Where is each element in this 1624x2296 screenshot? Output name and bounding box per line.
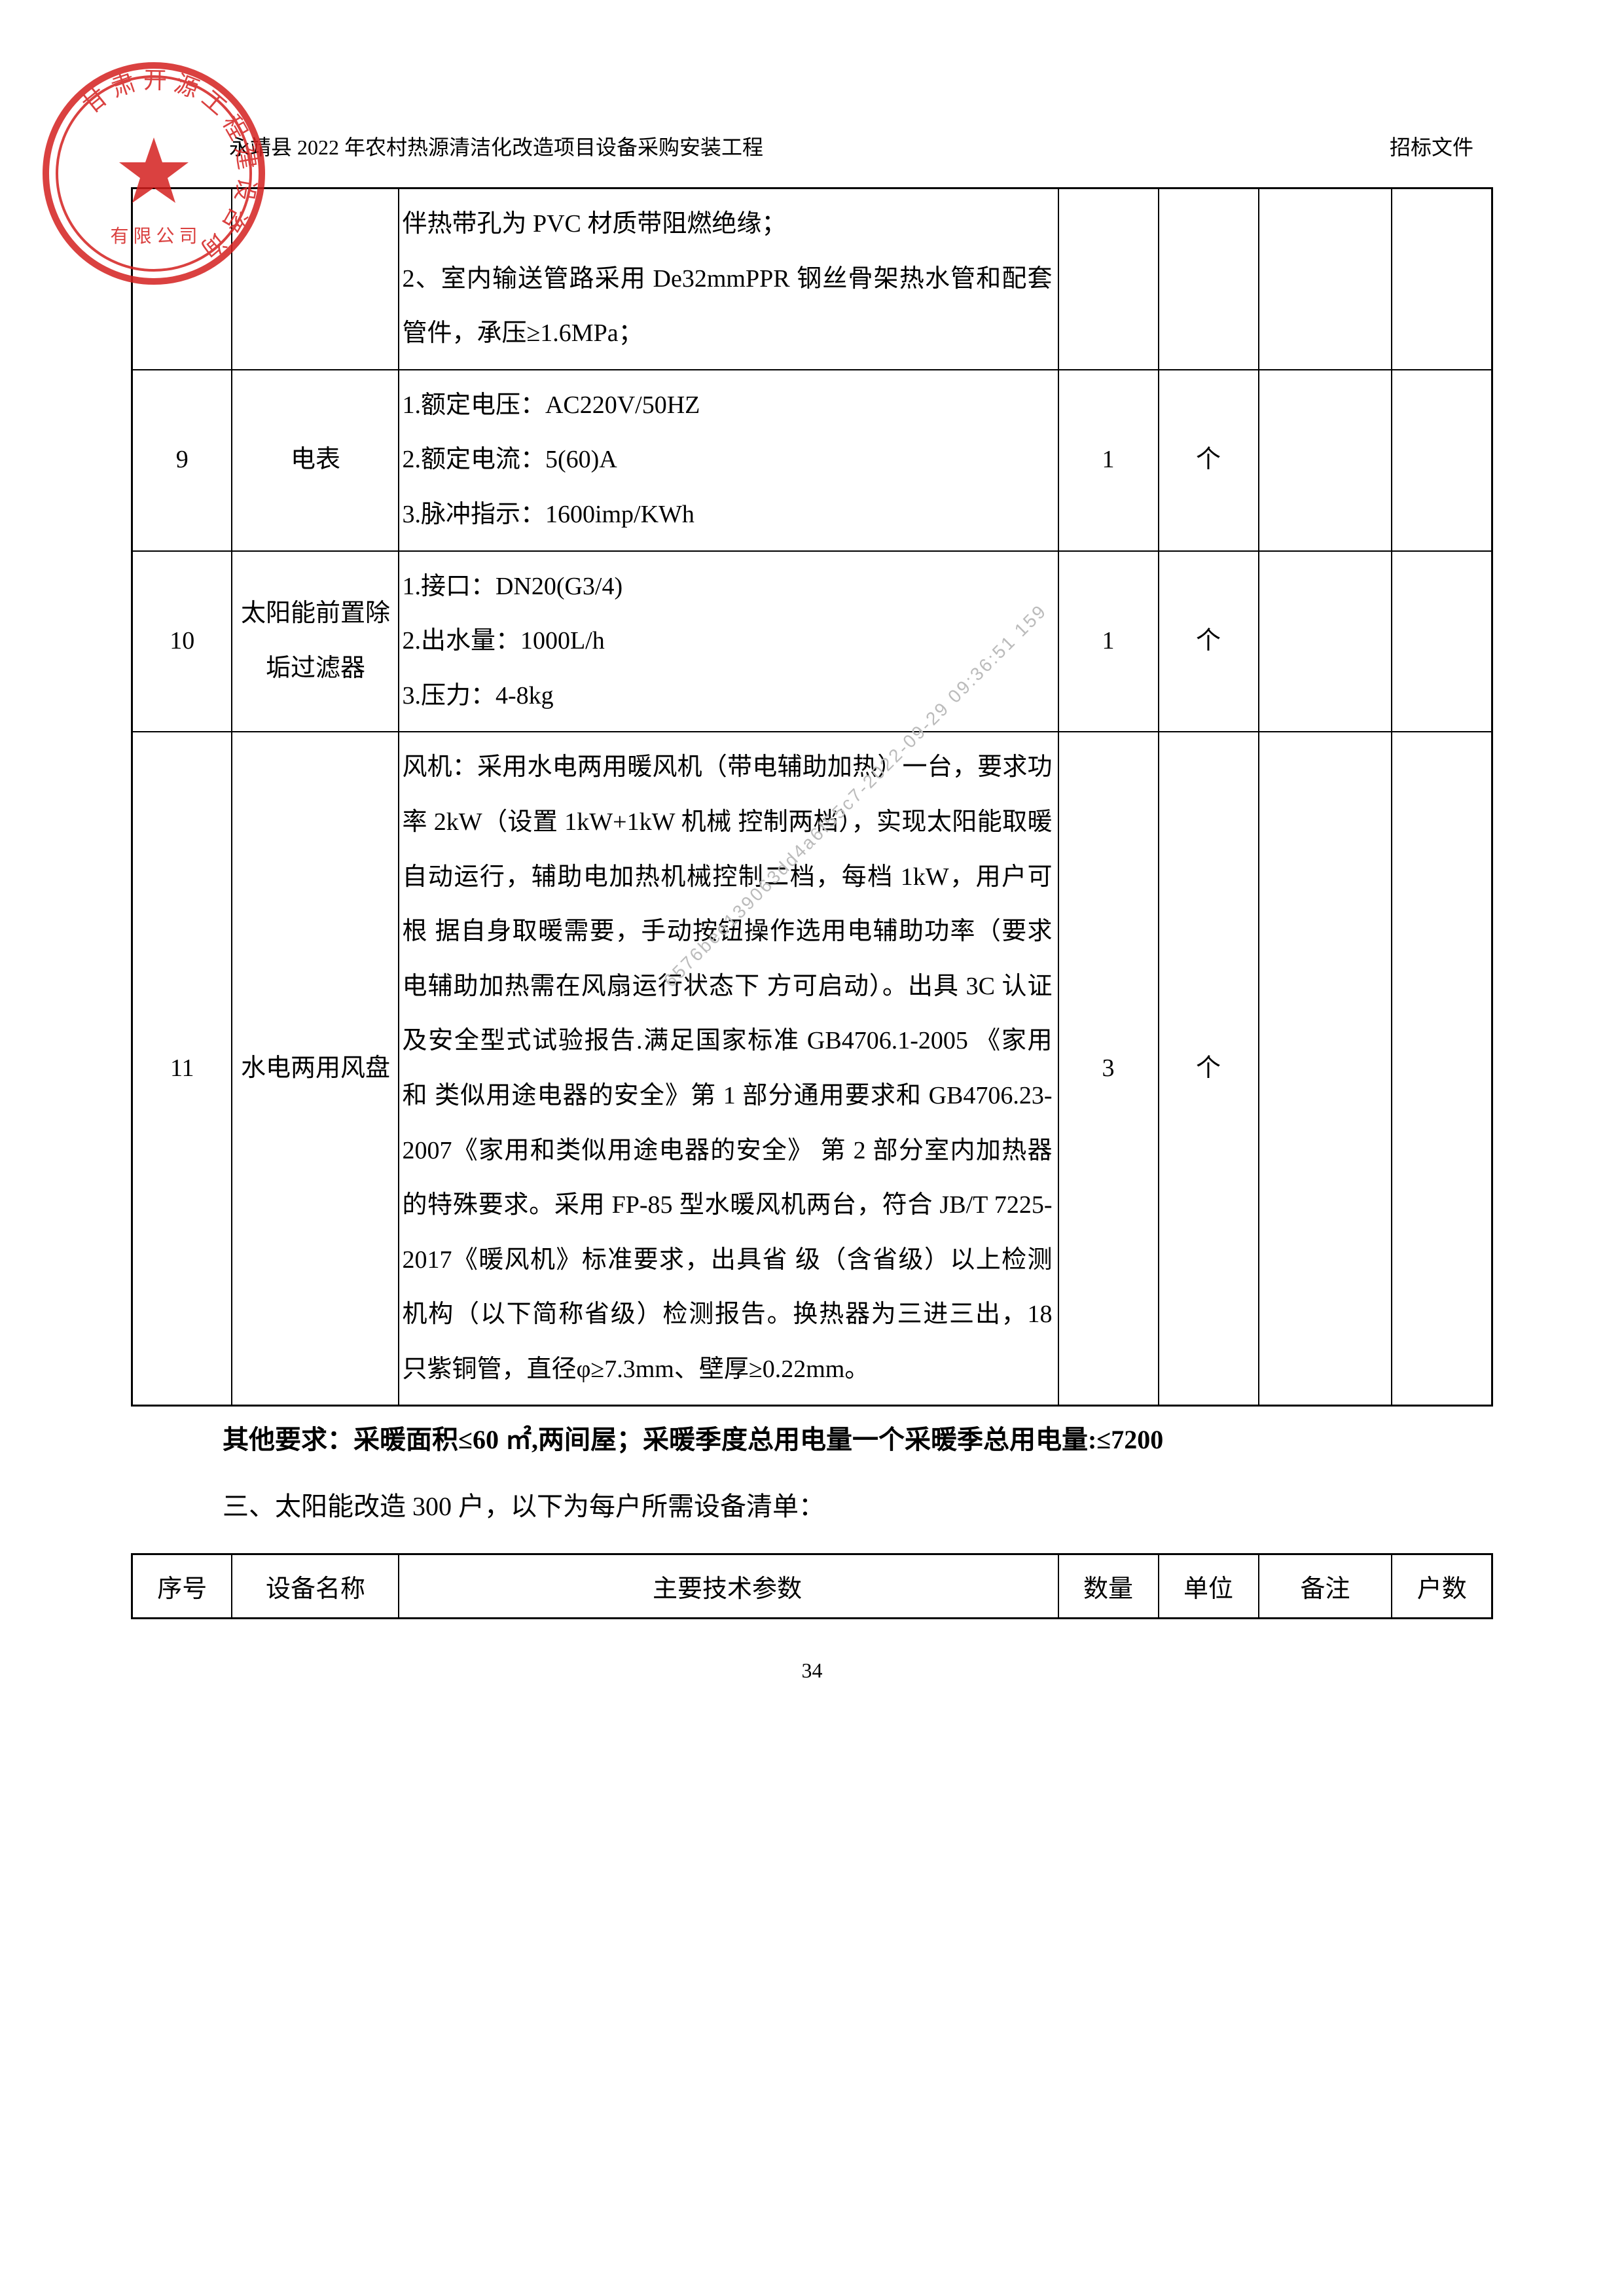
header-seq: 序号 bbox=[132, 1554, 232, 1619]
table-header-row: 序号 设备名称 主要技术参数 数量 单位 备注 户数 bbox=[132, 1554, 1492, 1619]
table-row: 10 太阳能前置除垢过滤器 1.接口：DN20(G3/4) 2.出水量：1000… bbox=[132, 551, 1492, 732]
equipment-table-1: 伴热带孔为 PVC 材质带阻燃绝缘； 2、室内输送管路采用 De32mmPPR … bbox=[131, 187, 1493, 1407]
cell-spec: 伴热带孔为 PVC 材质带阻燃绝缘； 2、室内输送管路采用 De32mmPPR … bbox=[399, 188, 1058, 370]
cell-remark bbox=[1259, 188, 1392, 370]
official-seal: 甘 肃 开 源 工 程 建 设 咨 询 有 限 公 司 bbox=[39, 59, 268, 288]
cell-house bbox=[1392, 370, 1492, 551]
cell-remark bbox=[1259, 732, 1392, 1406]
section-title: 三、太阳能改造 300 户，以下为每户所需设备清单： bbox=[131, 1473, 1493, 1540]
cell-unit: 个 bbox=[1159, 732, 1259, 1406]
cell-seq: 10 bbox=[132, 551, 232, 732]
page-header: 永靖县 2022 年农村热源清洁化改造项目设备采购安装工程 招标文件 bbox=[131, 131, 1493, 161]
cell-remark bbox=[1259, 551, 1392, 732]
table-row: 9 电表 1.额定电压：AC220V/50HZ 2.额定电流：5(60)A 3.… bbox=[132, 370, 1492, 551]
other-requirements: 其他要求：采暖面积≤60 ㎡,两间屋；采暖季度总用电量一个采暖季总用电量:≤72… bbox=[170, 1407, 1493, 1473]
cell-name: 水电两用风盘 bbox=[232, 732, 399, 1406]
cell-seq: 9 bbox=[132, 370, 232, 551]
cell-remark bbox=[1259, 370, 1392, 551]
cell-house bbox=[1392, 188, 1492, 370]
cell-name: 电表 bbox=[232, 370, 399, 551]
cell-qty: 1 bbox=[1058, 551, 1159, 732]
cell-qty: 3 bbox=[1058, 732, 1159, 1406]
header-unit: 单位 bbox=[1159, 1554, 1259, 1619]
header-name: 设备名称 bbox=[232, 1554, 399, 1619]
cell-house bbox=[1392, 732, 1492, 1406]
header-right-text: 招标文件 bbox=[1390, 131, 1493, 161]
cell-house bbox=[1392, 551, 1492, 732]
cell-unit: 个 bbox=[1159, 370, 1259, 551]
equipment-table-2-header: 序号 设备名称 主要技术参数 数量 单位 备注 户数 bbox=[131, 1553, 1493, 1619]
cell-name: 太阳能前置除垢过滤器 bbox=[232, 551, 399, 732]
cell-spec: 风机：采用水电两用暖风机（带电辅助加热）一台，要求功率 2kW（设置 1kW+1… bbox=[399, 732, 1058, 1406]
svg-text:有 限 公 司: 有 限 公 司 bbox=[110, 226, 197, 247]
header-remark: 备注 bbox=[1259, 1554, 1392, 1619]
cell-unit: 个 bbox=[1159, 551, 1259, 732]
cell-spec: 1.额定电压：AC220V/50HZ 2.额定电流：5(60)A 3.脉冲指示：… bbox=[399, 370, 1058, 551]
cell-qty: 1 bbox=[1058, 370, 1159, 551]
header-house: 户数 bbox=[1392, 1554, 1492, 1619]
header-spec: 主要技术参数 bbox=[399, 1554, 1058, 1619]
cell-unit bbox=[1159, 188, 1259, 370]
cell-seq: 11 bbox=[132, 732, 232, 1406]
header-qty: 数量 bbox=[1058, 1554, 1159, 1619]
page-number: 34 bbox=[131, 1659, 1493, 1683]
table-row: 伴热带孔为 PVC 材质带阻燃绝缘； 2、室内输送管路采用 De32mmPPR … bbox=[132, 188, 1492, 370]
cell-qty bbox=[1058, 188, 1159, 370]
